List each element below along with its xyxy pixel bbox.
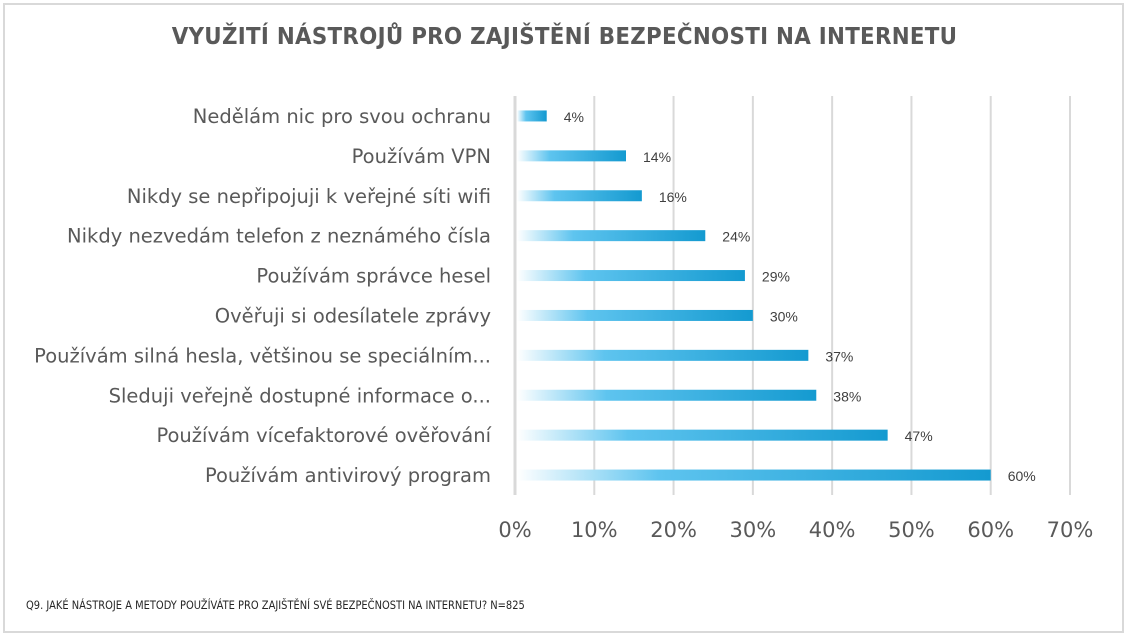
bar [517, 190, 642, 202]
bar [517, 389, 817, 401]
category-label: Používám VPN [352, 145, 491, 168]
bar [517, 110, 547, 122]
data-label: 38% [833, 388, 861, 404]
category-label: Používám vícefaktorové ověřování [156, 424, 491, 447]
data-label: 60% [1008, 468, 1036, 484]
bar [517, 230, 706, 242]
data-label: 29% [762, 269, 790, 285]
category-label: Používám správce hesel [256, 265, 491, 288]
data-label: 30% [770, 308, 798, 324]
category-label: Ověřuji si odesílatele zprávy [215, 304, 491, 327]
category-label: Sleduji veřejně dostupné informace o... [109, 384, 491, 407]
data-label: 4% [564, 109, 584, 125]
data-label: 37% [825, 348, 853, 364]
data-label: 24% [722, 229, 750, 245]
category-label: Používám silná hesla, většinou se speciá… [34, 344, 491, 367]
data-label: 47% [905, 428, 933, 444]
x-tick-label: 50% [888, 518, 935, 542]
x-tick-label: 0% [498, 518, 531, 542]
data-label: 16% [659, 189, 687, 205]
bar [517, 429, 888, 441]
category-label: Nikdy se nepřipojuji k veřejné síti wifi [127, 185, 491, 208]
bar [517, 349, 809, 361]
x-tick-label: 30% [730, 518, 777, 542]
bar [517, 469, 991, 481]
bar [517, 270, 745, 282]
bar [517, 150, 626, 162]
bar [517, 309, 753, 321]
x-tick-label: 20% [650, 518, 697, 542]
category-label: Používám antivirový program [205, 464, 491, 487]
x-tick-label: 60% [967, 518, 1014, 542]
chart-title: VYUŽITÍ NÁSTROJŮ PRO ZAJIŠTĚNÍ BEZPEČNOS… [171, 24, 958, 50]
data-label: 14% [643, 149, 671, 165]
x-tick-label: 10% [571, 518, 618, 542]
category-label: Nedělám nic pro svou ochranu [193, 105, 491, 128]
x-tick-label: 40% [809, 518, 856, 542]
category-label: Nikdy nezvedám telefon z neznámého čísla [67, 225, 491, 248]
chart-footnote: Q9. JAKÉ NÁSTROJE A METODY POUŽÍVÁTE PRO… [26, 598, 525, 612]
x-tick-label: 70% [1047, 518, 1094, 542]
